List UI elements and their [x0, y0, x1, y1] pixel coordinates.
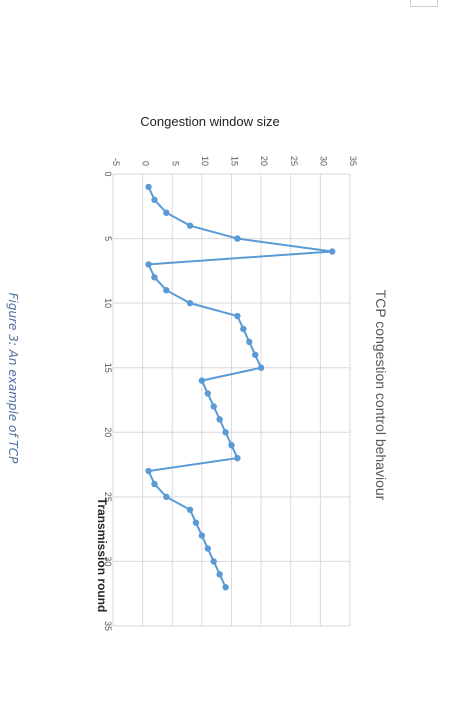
x-tick-label: 15: [103, 363, 113, 373]
x-tick-label: 35: [103, 621, 113, 631]
data-point: [186, 506, 194, 513]
x-tick-label: 10: [103, 298, 113, 308]
y-tick-label: -5: [111, 158, 121, 166]
data-point: [186, 222, 194, 229]
y-tick-label: 30: [318, 156, 328, 166]
data-point: [329, 248, 336, 255]
data-point: [151, 196, 158, 204]
chart-grid: [112, 173, 351, 627]
y-tick-label: 35: [348, 156, 358, 166]
data-point: [163, 209, 170, 216]
chart-title: TCP congestion control behaviour: [373, 290, 389, 501]
data-point: [204, 390, 211, 397]
data-point: [204, 545, 211, 552]
x-axis-title: Transmission round: [95, 498, 109, 613]
x-tick-label: 20: [103, 427, 113, 437]
data-point: [198, 532, 206, 539]
data-point: [198, 377, 206, 384]
data-point: [151, 274, 158, 281]
page-corner-box: [410, 0, 438, 7]
data-point: [234, 454, 241, 462]
data-point: [246, 338, 253, 346]
y-tick-label: 5: [170, 161, 180, 166]
y-tick-label: 25: [289, 156, 299, 166]
x-tick-label: 5: [103, 236, 113, 241]
data-point: [163, 287, 170, 294]
data-point: [222, 584, 229, 591]
data-point: [163, 493, 170, 501]
data-point: [145, 183, 152, 191]
data-point: [210, 403, 217, 410]
data-point: [145, 261, 152, 268]
series-line: [147, 186, 333, 588]
data-point: [186, 299, 194, 307]
data-point: [257, 364, 265, 371]
x-tick-label: 0: [103, 171, 113, 176]
y-tick-label: 0: [141, 161, 151, 166]
data-point: [234, 235, 241, 242]
data-point: [216, 416, 223, 423]
data-point: [210, 558, 217, 565]
y-axis-title: Congestion window size: [140, 114, 279, 129]
chart-series: [145, 183, 336, 591]
x-tick-label: 25: [103, 492, 113, 502]
data-point: [252, 351, 259, 358]
data-point: [222, 429, 229, 436]
data-point: [234, 312, 241, 320]
data-point: [228, 442, 235, 449]
data-point: [216, 571, 223, 578]
chart-tick-labels: 0 5 10 15 20 25 30 35 -5 0 5 10 15 20 25 30 35: [103, 156, 358, 631]
data-point: [145, 467, 152, 475]
x-tick-label: 30: [103, 556, 113, 566]
data-point: [192, 519, 200, 526]
y-tick-label: 20: [259, 156, 269, 166]
y-tick-label: 10: [200, 156, 210, 166]
y-tick-label: 15: [230, 156, 240, 166]
figure-caption: Figure 3: An example of TCP: [6, 292, 20, 464]
data-point: [240, 325, 247, 333]
data-point: [151, 480, 158, 488]
